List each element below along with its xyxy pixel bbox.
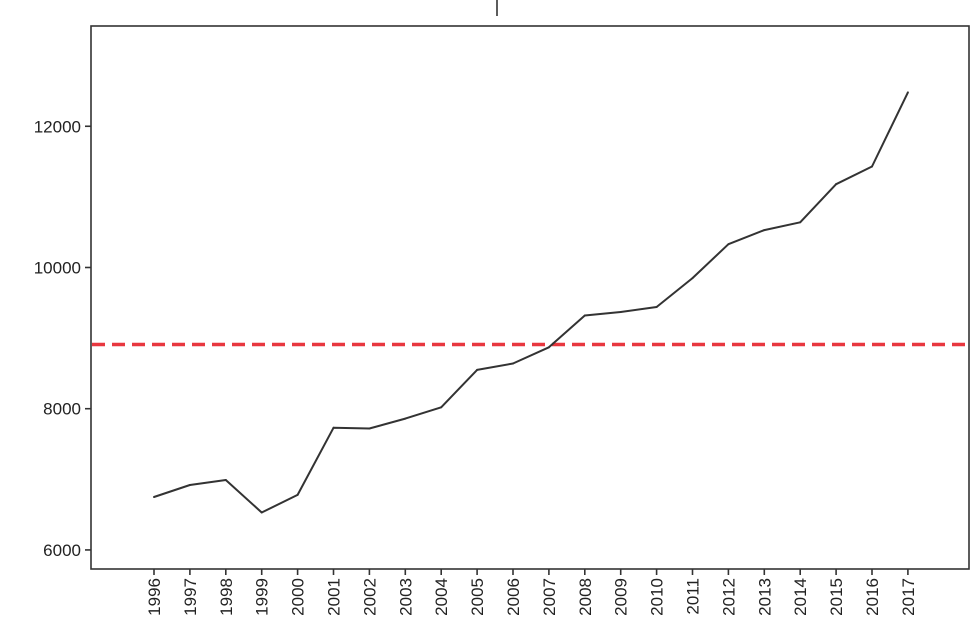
data-point	[619, 310, 622, 313]
data-point	[296, 493, 299, 496]
x-tick-label: 2015	[827, 578, 846, 616]
data-point	[655, 306, 658, 309]
data-point	[153, 495, 155, 498]
x-axis: 1996 1997 1998 1999 2000 2001 2002 2003 2004 2005…	[145, 569, 918, 616]
x-tick-label: 2008	[576, 578, 595, 616]
data-point	[727, 243, 730, 246]
x-tick-label: 2011	[684, 578, 703, 615]
x-tick-label: 2012	[719, 578, 738, 616]
y-tick-label: 12000	[34, 117, 81, 136]
data-point	[835, 183, 838, 186]
data-point	[512, 362, 514, 365]
x-tick-label: 2001	[325, 578, 344, 616]
data-point	[368, 427, 371, 430]
x-tick-label: 2000	[289, 578, 308, 616]
x-tick-label: 1997	[181, 578, 200, 616]
data-point	[906, 91, 909, 94]
y-tick-label: 8000	[43, 400, 81, 419]
data-point	[188, 483, 191, 486]
x-tick-label: 2016	[863, 578, 882, 616]
data-point	[476, 368, 479, 371]
plot-frame	[90, 25, 970, 570]
y-tick-label: 6000	[43, 541, 81, 560]
x-tick-label: 2013	[755, 578, 774, 616]
data-point	[224, 479, 227, 482]
x-tick-label: 2017	[899, 578, 918, 616]
data-point	[691, 277, 694, 280]
data-point	[871, 165, 873, 168]
data-point	[260, 511, 263, 514]
data-point	[547, 346, 550, 349]
y-axis: 6000 8000 10000 12000	[34, 117, 91, 560]
x-tick-label: 2004	[432, 578, 451, 616]
data-point	[440, 406, 443, 409]
data-point	[799, 221, 802, 224]
series-line	[153, 91, 909, 514]
x-tick-label: 2007	[540, 578, 559, 616]
x-tick-label: 1998	[217, 578, 236, 616]
data-point	[332, 426, 335, 429]
x-tick-label: 2005	[468, 578, 487, 616]
x-tick-label: 2002	[360, 578, 379, 616]
data-point	[583, 314, 586, 317]
x-tick-label: 2009	[612, 578, 631, 616]
x-tick-label: 2010	[648, 578, 667, 616]
x-tick-label: 2006	[504, 578, 523, 616]
x-tick-label: 2014	[791, 578, 810, 616]
y-tick-label: 10000	[34, 258, 81, 277]
x-tick-label: 1996	[145, 578, 164, 616]
data-point	[763, 229, 766, 232]
x-tick-label: 1999	[253, 578, 272, 616]
data-point	[404, 417, 407, 420]
x-tick-label: 2003	[396, 578, 415, 616]
